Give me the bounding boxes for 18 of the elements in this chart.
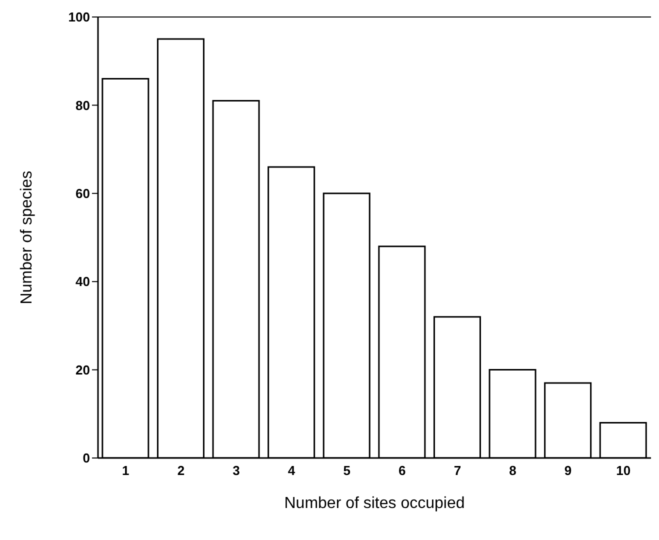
x-tick-label: 3 [232, 463, 240, 478]
y-tick-label: 80 [76, 98, 90, 113]
x-tick-label: 9 [564, 463, 572, 478]
x-tick-label: 5 [343, 463, 350, 478]
x-tick-label: 8 [509, 463, 516, 478]
y-tick-label: 20 [76, 362, 90, 378]
x-tick-label: 2 [177, 463, 185, 478]
y-tick-label: 40 [76, 274, 90, 290]
y-axis-title: Number of species [18, 170, 36, 304]
x-tick-label: 10 [616, 463, 631, 478]
y-tick-label: 60 [76, 186, 90, 202]
x-tick-label: 1 [122, 463, 130, 478]
x-tick-label: 7 [454, 463, 462, 478]
x-tick-label: 6 [398, 463, 406, 478]
y-tick-label: 100 [68, 10, 90, 25]
y-tick-label: 0 [82, 450, 90, 466]
x-axis-title: Number of sites occupied [284, 495, 465, 512]
x-tick-label: 4 [288, 463, 296, 478]
